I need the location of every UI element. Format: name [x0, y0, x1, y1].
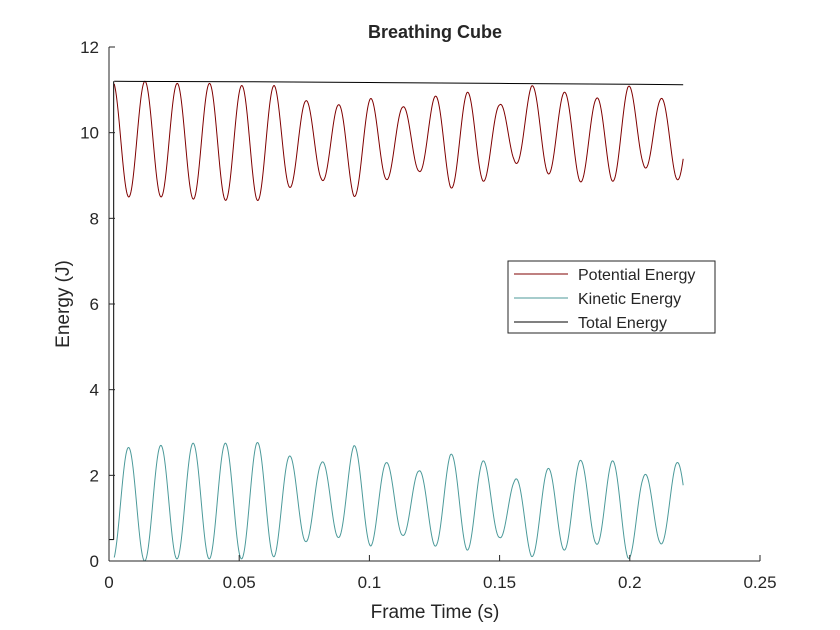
series-line-total-energy: [114, 80, 684, 86]
y-tick-label: 0: [90, 552, 99, 571]
y-tick-label: 6: [90, 295, 99, 314]
series-line-kinetic-energy: [113, 442, 684, 562]
legend-label: Kinetic Energy: [578, 291, 681, 308]
x-tick-label: 0.05: [223, 573, 256, 592]
legend-box: [507, 260, 716, 334]
plot-area: [109, 80, 684, 562]
x-ticks: 0 0.05 0.1 0.15 0.2 0.25: [104, 555, 777, 592]
legend-label: Total Energy: [578, 315, 667, 332]
x-tick-label: 0.2: [618, 573, 642, 592]
legend: Potential Energy Kinetic Energy Total Ener…: [507, 260, 716, 334]
y-tick-label: 12: [80, 38, 99, 57]
y-ticks: 0 2 4 6 8 10 12: [80, 38, 115, 571]
legend-label: Potential Energy: [578, 267, 695, 284]
y-tick-label: 8: [90, 209, 99, 228]
y-axis-label: Energy (J): [53, 260, 74, 348]
y-tick-label: 4: [90, 381, 99, 400]
x-tick-label: 0: [104, 573, 113, 592]
series-line-potential-energy: [113, 80, 684, 202]
y-tick-label: 10: [80, 124, 99, 143]
chart-title: Breathing Cube: [368, 22, 502, 42]
y-tick-label: 2: [90, 466, 99, 485]
x-tick-label: 0.25: [743, 573, 776, 592]
x-axis-label: Frame Time (s): [371, 602, 500, 623]
x-tick-label: 0.15: [483, 573, 516, 592]
x-tick-label: 0.1: [358, 573, 382, 592]
